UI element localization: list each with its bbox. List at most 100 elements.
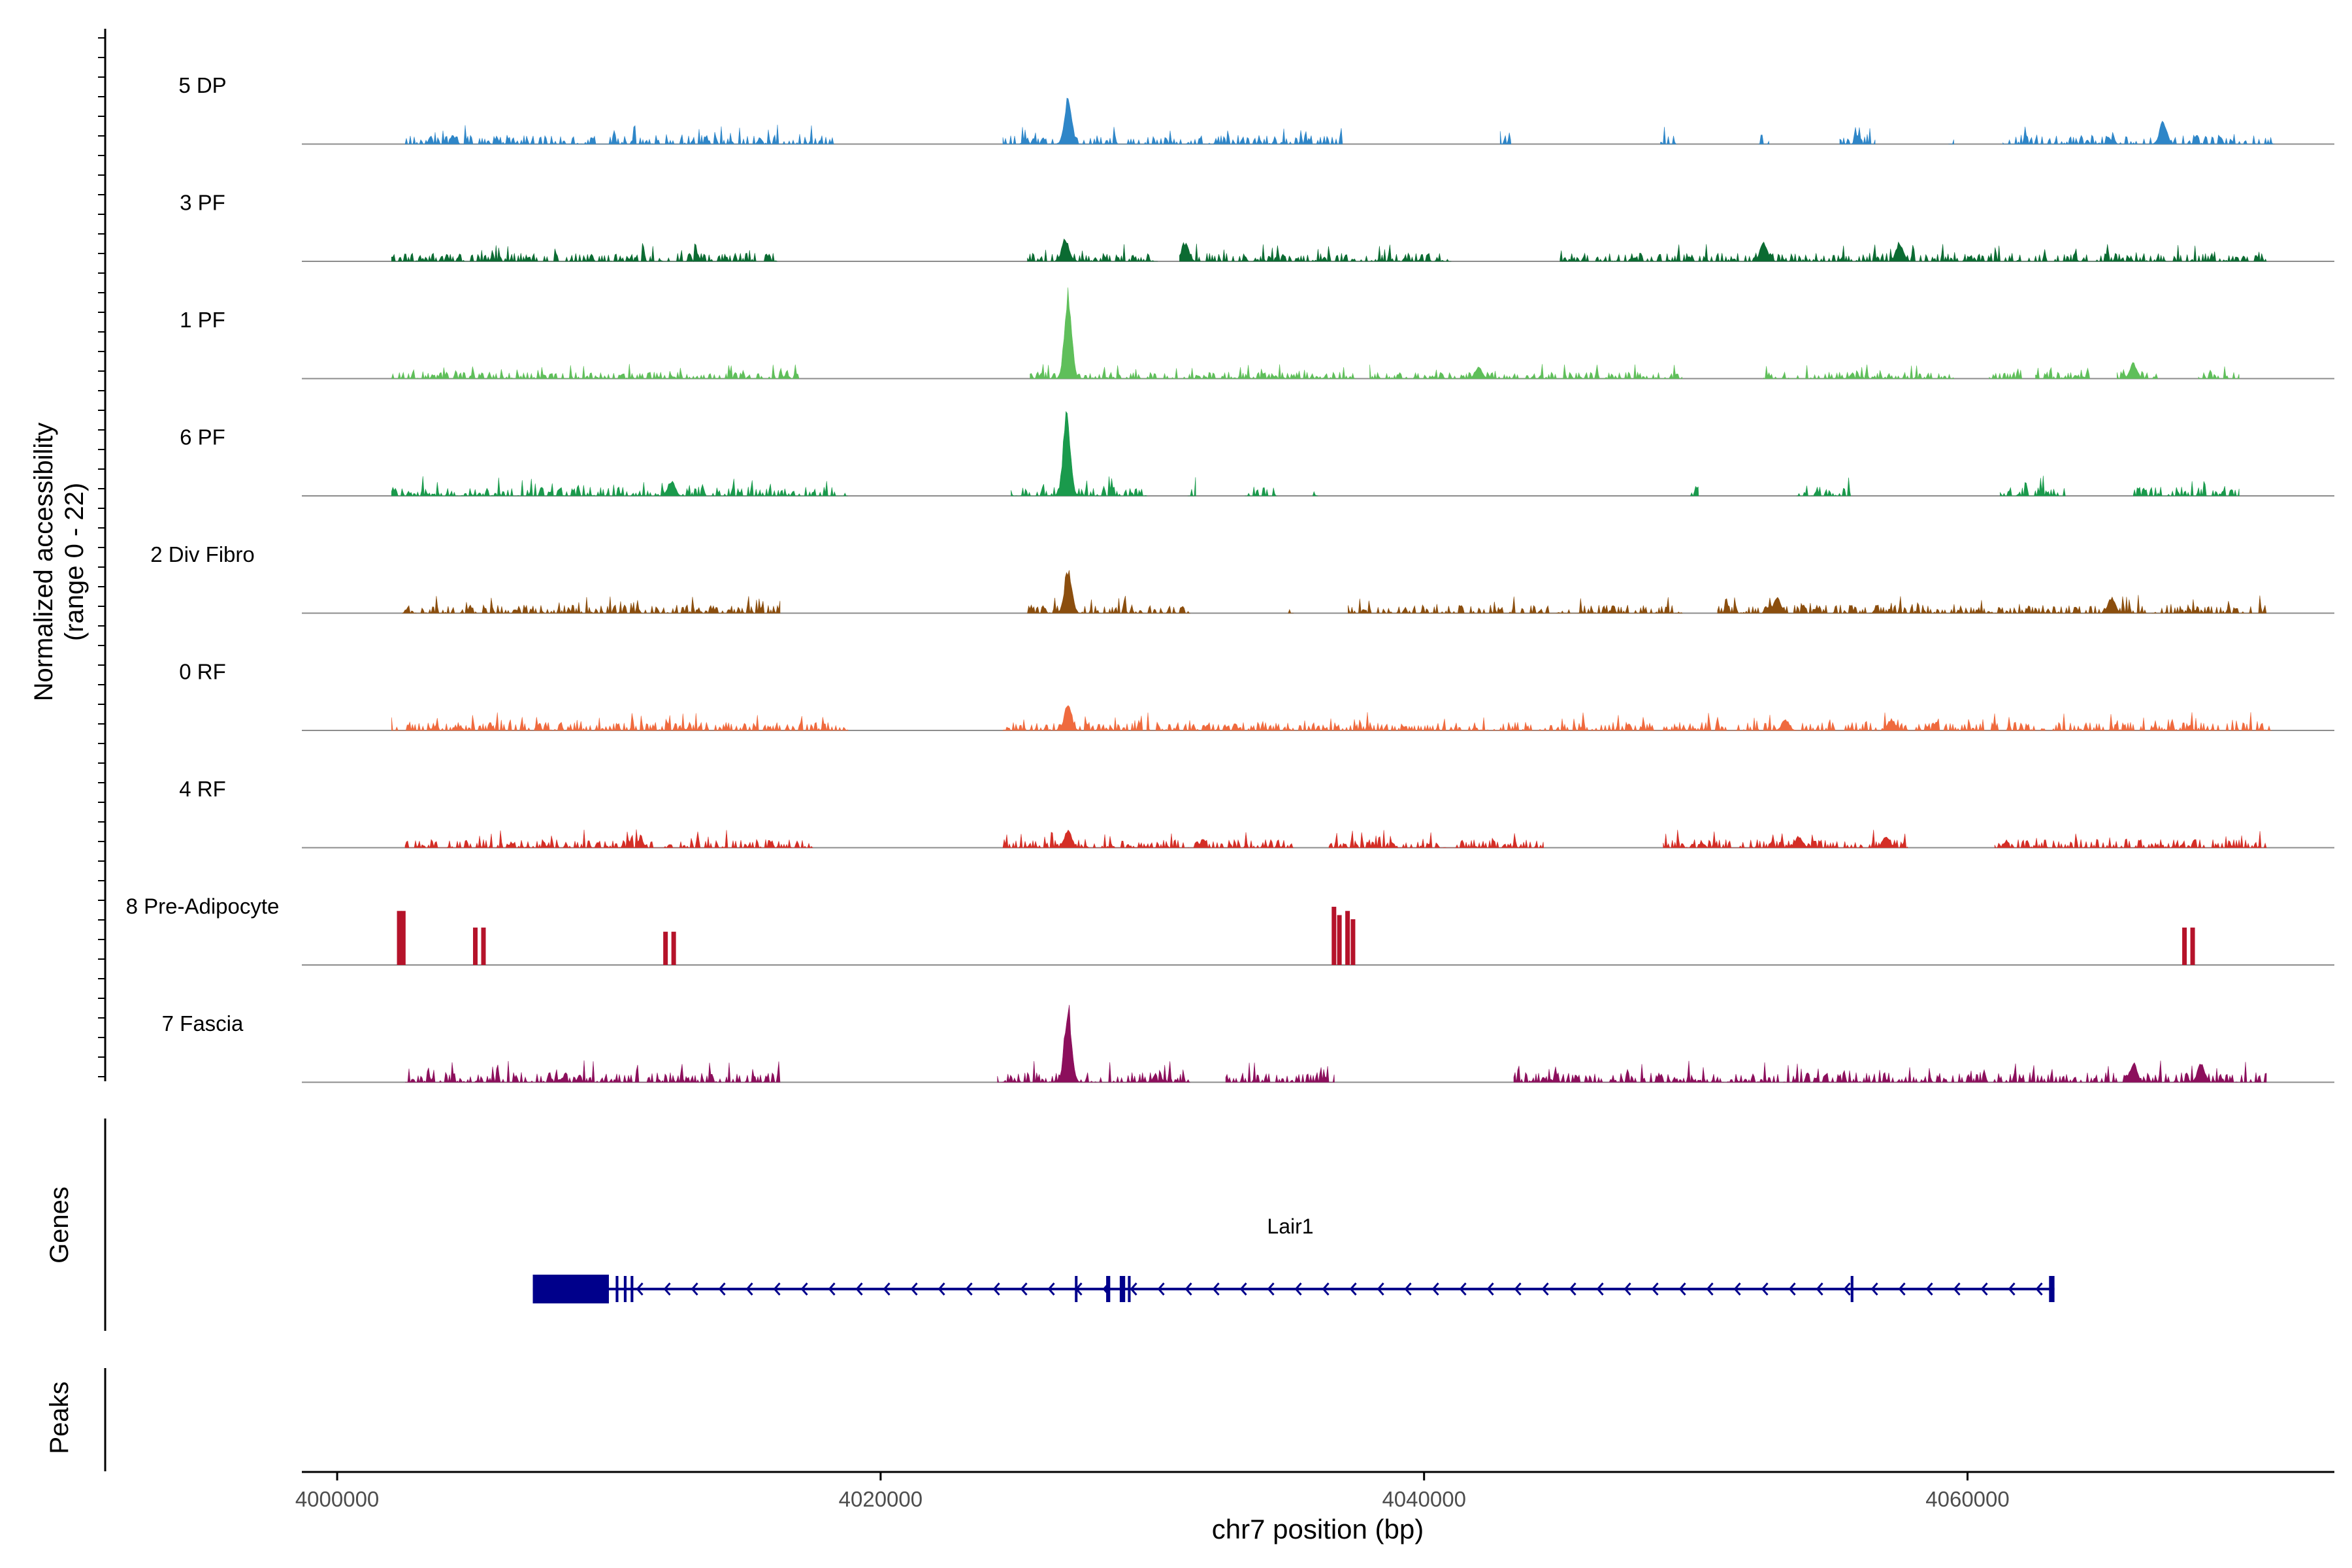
track-0-rf: 0 RF xyxy=(179,660,2334,732)
coverage-bar xyxy=(473,927,478,965)
strand-arrow xyxy=(992,1282,1000,1296)
strand-arrow xyxy=(800,1282,808,1296)
strand-arrow xyxy=(1569,1282,1576,1296)
coverage-y-label-line1: Normalized accessibility xyxy=(29,423,58,702)
strand-arrow xyxy=(1212,1282,1220,1296)
track-label: 1 PF xyxy=(180,308,225,332)
strand-arrow xyxy=(1761,1282,1769,1296)
strand-arrow xyxy=(965,1282,973,1296)
strand-arrow xyxy=(2035,1282,2043,1296)
gene-exon xyxy=(2049,1276,2055,1302)
strand-arrow xyxy=(1239,1282,1247,1296)
strand-arrow xyxy=(1541,1282,1549,1296)
coverage-area xyxy=(391,705,2272,732)
strand-arrow xyxy=(1733,1282,1741,1296)
strand-arrow xyxy=(1294,1282,1302,1296)
strand-arrow xyxy=(1843,1282,1851,1296)
track-7-fascia: 7 Fascia xyxy=(162,1005,2334,1083)
coverage-y-label-line2: (range 0 - 22) xyxy=(60,483,89,641)
strand-arrow xyxy=(1322,1282,1330,1296)
track-8-pre-adipocyte: 8 Pre-Adipocyte xyxy=(126,894,2334,966)
track-5-dp: 5 DP xyxy=(178,73,2334,145)
gene-model-lair1: Lair1 xyxy=(532,1215,2055,1303)
strand-arrow xyxy=(718,1282,726,1296)
track-4-rf: 4 RF xyxy=(179,777,2334,849)
gene-exon xyxy=(1119,1276,1126,1302)
strand-arrow xyxy=(1980,1282,1988,1296)
strand-arrow xyxy=(1377,1282,1384,1296)
strand-arrow xyxy=(1130,1282,1137,1296)
x-axis: chr7 position (bp) 4000000 4020000 4040000… xyxy=(295,1471,2334,1544)
strand-arrow xyxy=(1431,1282,1439,1296)
strand-arrow xyxy=(1157,1282,1165,1296)
coverage-area xyxy=(401,570,2267,614)
strand-arrow xyxy=(1788,1282,1796,1296)
coverage-y-ticks xyxy=(98,37,105,1077)
peaks-track-label: Peaks xyxy=(45,1381,74,1454)
track-label: 5 DP xyxy=(178,73,226,97)
coverage-bar xyxy=(2190,927,2195,965)
track-label: 3 PF xyxy=(180,191,225,215)
gene-exon xyxy=(1075,1276,1078,1302)
strand-arrow xyxy=(910,1282,918,1296)
strand-arrow xyxy=(1184,1282,1192,1296)
strand-arrow xyxy=(1047,1282,1055,1296)
strand-arrow xyxy=(1404,1282,1412,1296)
strand-arrow xyxy=(1624,1282,1631,1296)
strand-arrow xyxy=(1816,1282,1823,1296)
coverage-bar xyxy=(1350,919,1356,965)
x-tick-label: 4040000 xyxy=(1382,1487,1465,1511)
strand-arrow xyxy=(1267,1282,1275,1296)
strand-arrow xyxy=(1651,1282,1659,1296)
track-1-pf: 1 PF xyxy=(180,287,2334,380)
track-label: 8 Pre-Adipocyte xyxy=(126,894,280,919)
strand-arrow xyxy=(883,1282,890,1296)
track-6-pf: 6 PF xyxy=(180,411,2334,497)
coverage-bar xyxy=(1345,911,1350,965)
track-label: 7 Fascia xyxy=(162,1011,244,1036)
coverage-area xyxy=(391,287,2240,380)
strand-arrow xyxy=(1678,1282,1686,1296)
strand-arrow xyxy=(2008,1282,2016,1296)
track-label: 6 PF xyxy=(180,425,225,449)
strand-arrow xyxy=(1706,1282,1714,1296)
x-tick-label: 4020000 xyxy=(839,1487,923,1511)
track-3-pf: 3 PF xyxy=(180,191,2334,263)
strand-arrow xyxy=(1953,1282,1961,1296)
coverage-bar xyxy=(671,932,676,965)
coverage-area xyxy=(404,829,2267,849)
gene-name-label: Lair1 xyxy=(1267,1215,1313,1238)
strand-arrow xyxy=(1020,1282,1028,1296)
strand-arrow xyxy=(745,1282,753,1296)
coverage-tracks: 5 DP 3 PF 1 PF 6 PF 2 Div Fibro 0 RF 4 RF 8 Pre… xyxy=(126,73,2334,1083)
coverage-bar xyxy=(1331,906,1337,965)
x-tick-label: 4000000 xyxy=(295,1487,379,1511)
genes-track-label: Genes xyxy=(45,1186,74,1264)
gene-exon xyxy=(1106,1276,1111,1302)
strand-arrow xyxy=(1486,1282,1494,1296)
track-2-div-fibro: 2 Div Fibro xyxy=(150,542,2334,614)
strand-arrow xyxy=(1514,1282,1522,1296)
coverage-bar xyxy=(397,911,402,965)
strand-arrow xyxy=(855,1282,863,1296)
strand-arrow xyxy=(1596,1282,1604,1296)
strand-arrow xyxy=(828,1282,836,1296)
coverage-area xyxy=(391,238,2267,263)
gene-exon xyxy=(615,1276,619,1302)
x-axis-label: chr7 position (bp) xyxy=(1212,1514,1424,1544)
coverage-area xyxy=(405,1005,2267,1083)
track-label: 4 RF xyxy=(179,777,226,801)
gene-exon xyxy=(1850,1276,1854,1302)
coverage-bar xyxy=(2182,927,2187,965)
track-label: 0 RF xyxy=(179,660,226,684)
coverage-bar xyxy=(663,932,668,965)
strand-arrow xyxy=(663,1282,671,1296)
strand-arrow xyxy=(773,1282,781,1296)
gene-exon xyxy=(1128,1276,1131,1302)
coverage-area xyxy=(404,97,2275,145)
gene-exon xyxy=(623,1276,627,1302)
coverage-area xyxy=(391,411,2240,497)
track-label: 2 Div Fibro xyxy=(150,542,255,566)
x-tick-label: 4060000 xyxy=(1925,1487,2009,1511)
